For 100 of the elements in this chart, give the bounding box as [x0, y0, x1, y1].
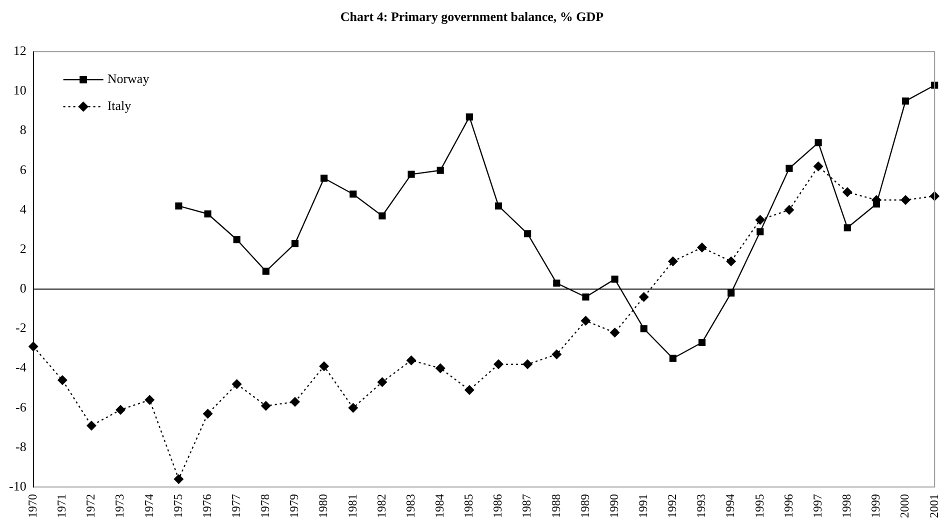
point — [756, 228, 764, 236]
y-tick-label: 8 — [20, 122, 26, 138]
point — [640, 325, 648, 332]
chart-title: Chart 4: Primary government balance, % GDP — [340, 9, 604, 24]
x-tick-label: 1993 — [694, 494, 708, 518]
y-tick-label: 10 — [13, 82, 26, 98]
point — [786, 164, 793, 172]
y-tick-label: 0 — [20, 280, 26, 296]
x-tick-label: 1974 — [142, 494, 156, 518]
legend-label: Italy — [107, 98, 132, 114]
x-tick-label: 1981 — [345, 494, 360, 518]
point — [580, 316, 591, 326]
point — [872, 200, 880, 208]
x-tick-label: 1995 — [752, 494, 766, 518]
point — [290, 396, 300, 407]
point — [494, 202, 502, 210]
point — [494, 359, 504, 370]
point — [116, 404, 126, 415]
point — [902, 98, 910, 105]
x-tick-label: 1985 — [462, 494, 476, 518]
x-tick-label: 1990 — [606, 494, 621, 518]
point — [435, 363, 446, 374]
y-tick-label: -6 — [15, 399, 27, 414]
point — [291, 240, 299, 248]
point — [204, 210, 212, 218]
y-tick-label: 6 — [20, 162, 27, 177]
point — [144, 394, 155, 405]
y-tick-label: -4 — [15, 360, 27, 375]
y-tick-label: 4 — [20, 201, 27, 216]
x-tick-label: 1976 — [200, 494, 214, 518]
point — [726, 256, 736, 266]
x-tick-label: 1978 — [258, 494, 272, 518]
point — [931, 82, 938, 89]
point — [377, 377, 388, 388]
x-tick-label: 1980 — [316, 494, 330, 518]
point — [202, 408, 213, 419]
x-tick-label: 1970 — [25, 494, 40, 518]
x-tick-label: 1997 — [810, 494, 824, 518]
point — [844, 224, 851, 232]
x-tick-label: 1988 — [548, 494, 563, 518]
x-tick-label: 1972 — [84, 494, 98, 518]
point — [900, 195, 911, 206]
point — [813, 161, 824, 172]
x-tick-label: 2001 — [926, 494, 941, 518]
x-tick-label: 1992 — [665, 494, 680, 518]
point — [57, 375, 68, 386]
point — [610, 328, 620, 338]
point — [406, 355, 416, 366]
point — [728, 290, 735, 297]
point — [697, 242, 708, 253]
y-tick-label: -2 — [15, 320, 26, 336]
x-tick-label: 1983 — [403, 494, 418, 518]
point — [86, 420, 96, 431]
point — [755, 214, 766, 225]
point — [814, 139, 822, 146]
point — [408, 170, 415, 178]
y-tick-label: -10 — [8, 478, 26, 494]
x-tick-label: 1971 — [54, 494, 69, 518]
x-tick-label: 1986 — [490, 494, 505, 518]
point — [436, 166, 444, 174]
x-tick-label: 1975 — [170, 494, 185, 518]
point — [842, 187, 852, 198]
point — [232, 379, 242, 390]
x-tick-label: 1977 — [229, 494, 243, 518]
point — [669, 354, 676, 362]
point — [262, 268, 270, 275]
point — [638, 292, 649, 302]
x-tick-label: 1994 — [723, 494, 738, 518]
point — [174, 474, 184, 484]
x-tick-label: 1989 — [578, 494, 592, 518]
x-tick-label: 1973 — [112, 494, 127, 518]
point — [698, 338, 706, 346]
x-tick-label: 1998 — [840, 494, 854, 518]
y-tick-label: -8 — [15, 438, 26, 454]
point — [552, 349, 562, 360]
x-tick-label: 1979 — [287, 494, 302, 518]
x-tick-label: 1991 — [636, 494, 650, 518]
point — [466, 113, 473, 120]
point — [233, 236, 240, 244]
point — [260, 400, 271, 411]
point — [464, 385, 474, 396]
point — [320, 174, 328, 182]
point — [522, 359, 533, 370]
y-tick-label: 12 — [13, 43, 26, 58]
point — [553, 280, 560, 287]
x-tick-label: 1982 — [374, 494, 388, 518]
x-tick-label: 1999 — [868, 494, 883, 518]
point — [28, 341, 38, 352]
point — [378, 212, 386, 220]
point — [319, 361, 330, 372]
x-tick-label: 1987 — [520, 494, 534, 518]
point — [350, 190, 357, 198]
point — [611, 276, 618, 283]
point — [348, 402, 358, 413]
x-tick-label: 1984 — [432, 494, 447, 518]
point — [784, 204, 794, 215]
y-tick-label: 2 — [20, 240, 26, 256]
x-tick-label: 1996 — [781, 494, 796, 518]
point — [668, 256, 678, 266]
point — [524, 230, 532, 238]
